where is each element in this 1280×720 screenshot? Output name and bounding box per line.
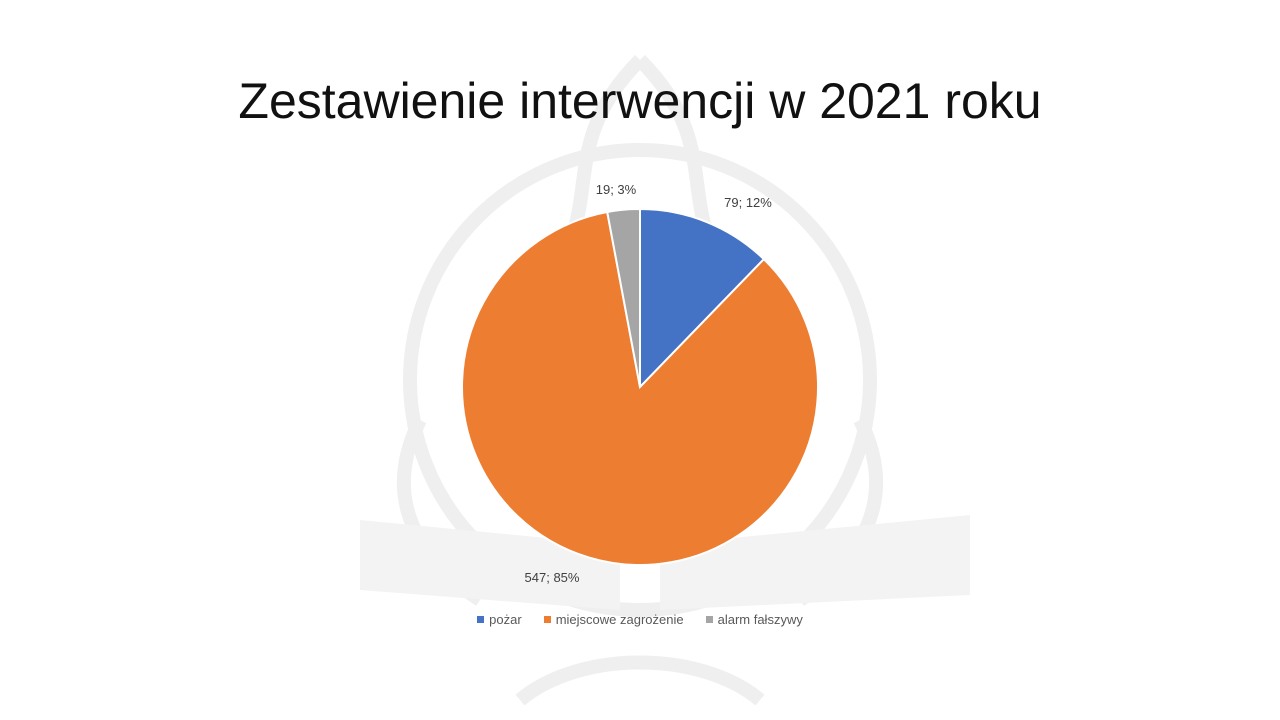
data-label: 79; 12%: [724, 195, 772, 210]
legend-item: miejscowe zagrożenie: [543, 612, 684, 627]
legend-swatch: [705, 616, 713, 623]
data-label: 19; 3%: [596, 182, 637, 197]
pie-slice-2: [606, 207, 641, 388]
legend-item: alarm fałszywy: [705, 612, 803, 627]
legend-swatch: [477, 616, 485, 623]
pie-slice-1: [461, 210, 819, 566]
legend-label: alarm fałszywy: [717, 612, 803, 627]
chart-title: Zestawienie interwencji w 2021 roku: [238, 73, 1042, 129]
legend: pożar miejscowe zagrożenie alarm fałszywy: [0, 612, 1280, 627]
legend-swatch: [543, 616, 551, 623]
legend-item: pożar: [477, 612, 522, 627]
legend-label: pożar: [489, 612, 522, 627]
data-label: 547; 85%: [525, 570, 580, 585]
pie-slice-0: [639, 207, 766, 390]
legend-label: miejscowe zagrożenie: [555, 612, 684, 627]
